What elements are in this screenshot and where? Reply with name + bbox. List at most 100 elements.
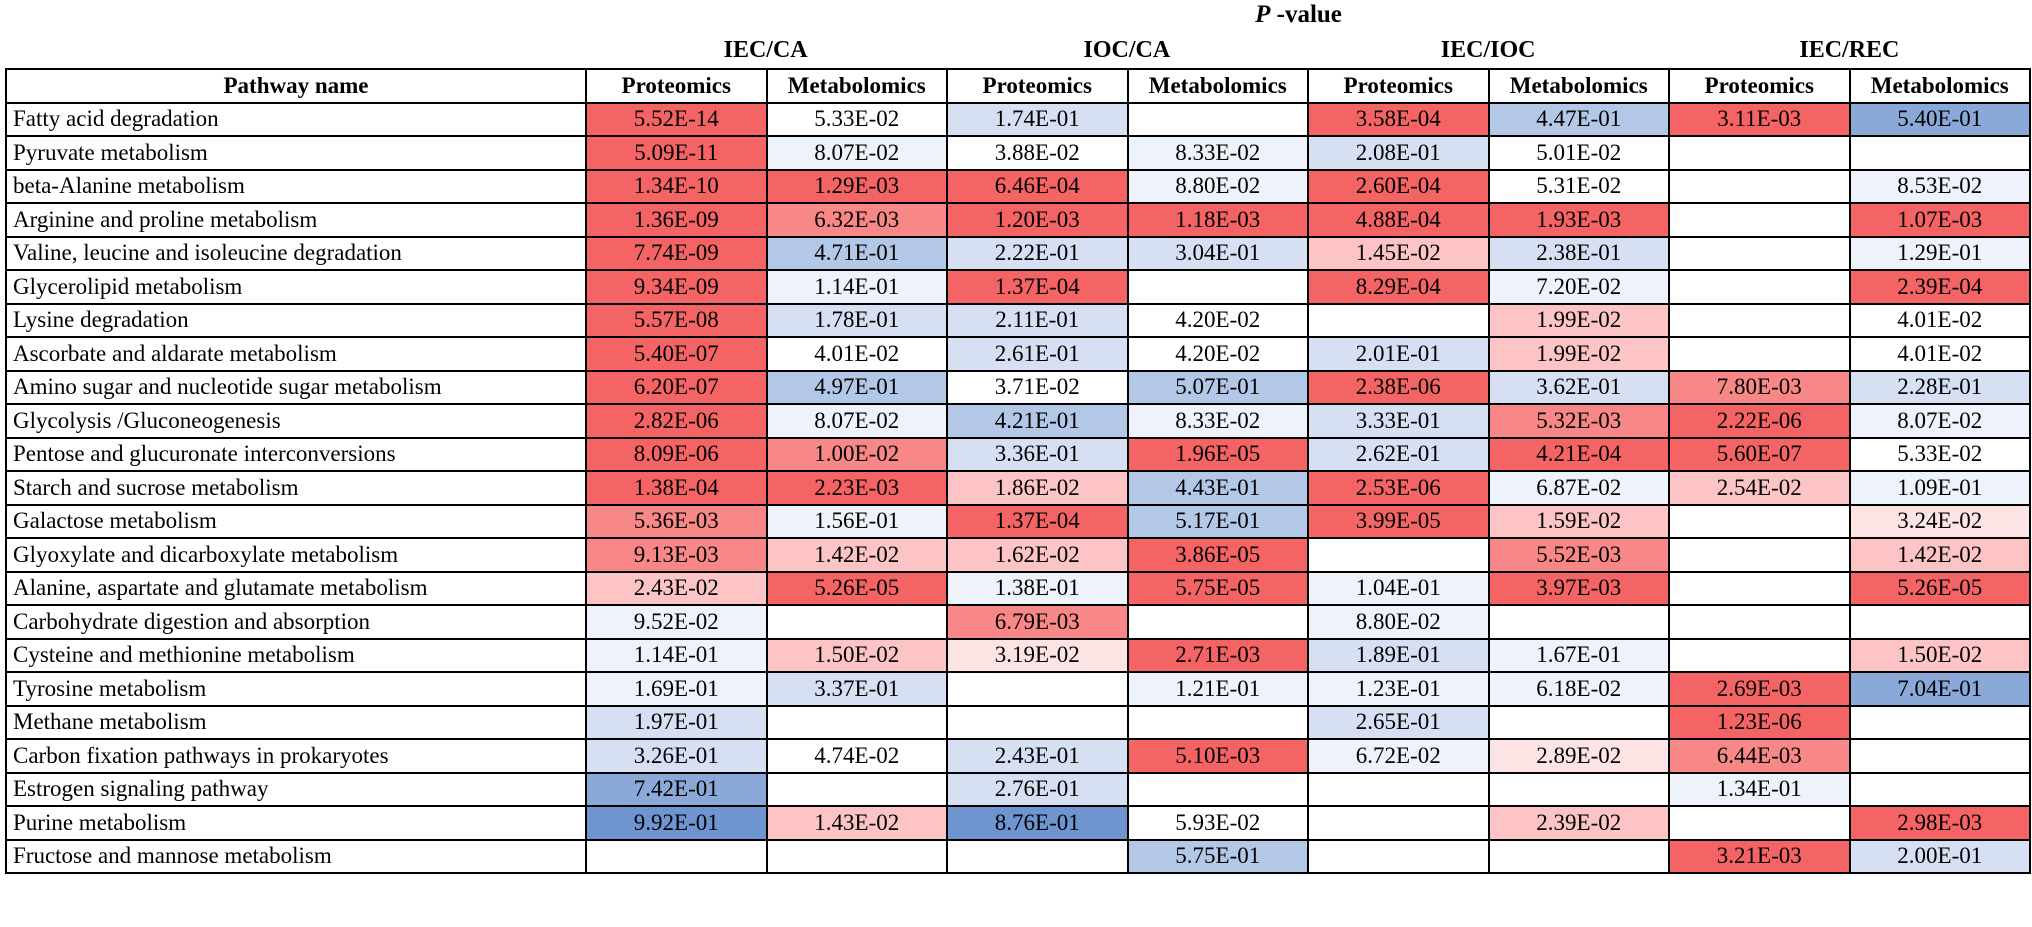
pvalue-cell: 1.37E-04 xyxy=(946,503,1129,539)
pvalue-cell xyxy=(1307,302,1490,338)
pvalue-cell: 6.20E-07 xyxy=(585,369,768,405)
pvalue-cell: 4.97E-01 xyxy=(765,369,948,405)
pvalue-cell xyxy=(1307,537,1490,573)
pvalue-cell xyxy=(765,604,948,640)
pvalue-cell xyxy=(1487,604,1670,640)
pvalue-cell: 5.52E-03 xyxy=(1487,537,1670,573)
pvalue-cell: 2.38E-06 xyxy=(1307,369,1490,405)
pvalue-cell: 8.33E-02 xyxy=(1126,135,1309,171)
pvalue-cell: 4.43E-01 xyxy=(1126,470,1309,506)
table-header-row: Pathway name Proteomics Metabolomics Pro… xyxy=(5,68,2031,104)
pvalue-cell: 2.00E-01 xyxy=(1848,838,2031,874)
pvalue-cell: 8.53E-02 xyxy=(1848,168,2031,204)
header-iec-ca-metabolomics: Metabolomics xyxy=(765,68,948,104)
pathway-name-cell: Carbohydrate digestion and absorption xyxy=(5,604,587,640)
header-iec-ca-proteomics: Proteomics xyxy=(585,68,768,104)
pvalue-cell: 7.74E-09 xyxy=(585,235,768,271)
pvalue-cell: 3.26E-01 xyxy=(585,738,768,774)
pvalue-cell: 2.28E-01 xyxy=(1848,369,2031,405)
pvalue-cell: 1.21E-01 xyxy=(1126,671,1309,707)
pvalue-cell: 1.29E-03 xyxy=(765,168,948,204)
pathway-name-cell: Lysine degradation xyxy=(5,302,587,338)
table-row: Fructose and mannose metabolism 5.75E-01 3… xyxy=(5,838,2031,874)
pvalue-cell: 3.04E-01 xyxy=(1126,235,1309,271)
pvalue-cell: 5.31E-02 xyxy=(1487,168,1670,204)
pvalue-cell: 4.71E-01 xyxy=(765,235,948,271)
pvalue-cell xyxy=(946,838,1129,874)
pvalue-cell: 2.60E-04 xyxy=(1307,168,1490,204)
table-row: Galactose metabolism 5.36E-03 1.56E-01 1.37… xyxy=(5,503,2031,539)
pvalue-cell xyxy=(1126,101,1309,137)
pvalue-cell xyxy=(946,671,1129,707)
header-ioc-ca-proteomics: Proteomics xyxy=(946,68,1129,104)
pathway-name-cell: Galactose metabolism xyxy=(5,503,587,539)
pvalue-cell: 1.69E-01 xyxy=(585,671,768,707)
pathway-name-cell: Pentose and glucuronate interconversions xyxy=(5,436,587,472)
pvalue-cell: 2.43E-02 xyxy=(585,570,768,606)
pvalue-cell: 7.42E-01 xyxy=(585,771,768,807)
pvalue-cell: 3.86E-05 xyxy=(1126,537,1309,573)
pvalue-cell: 3.88E-02 xyxy=(946,135,1129,171)
pvalue-cell: 6.32E-03 xyxy=(765,202,948,238)
header-ioc-ca-metabolomics: Metabolomics xyxy=(1126,68,1309,104)
pvalue-cell: 1.99E-02 xyxy=(1487,336,1670,372)
pvalue-cell: 3.58E-04 xyxy=(1307,101,1490,137)
group-label-iec-rec: IEC/REC xyxy=(1799,37,1900,63)
pvalue-cell: 2.69E-03 xyxy=(1668,671,1851,707)
header-iec-rec-metabolomics: Metabolomics xyxy=(1848,68,2031,104)
pvalue-cell: 1.89E-01 xyxy=(1307,637,1490,673)
pvalue-cell: 8.07E-02 xyxy=(765,135,948,171)
table-row: Lysine degradation 5.57E-08 1.78E-01 2.11E-… xyxy=(5,302,2031,338)
pvalue-cell xyxy=(1487,704,1670,740)
pvalue-cell: 1.93E-03 xyxy=(1487,202,1670,238)
pvalue-cell: 1.36E-09 xyxy=(585,202,768,238)
pvalue-title-suffix: -value xyxy=(1270,1,1342,28)
pvalue-cell: 1.67E-01 xyxy=(1487,637,1670,673)
pvalue-cell xyxy=(1668,637,1851,673)
table-row: Pentose and glucuronate interconversions… xyxy=(5,436,2031,472)
pvalue-cell: 3.11E-03 xyxy=(1668,101,1851,137)
pvalue-cell xyxy=(1668,805,1851,841)
table-body: Fatty acid degradation 5.52E-14 5.33E-02 1.… xyxy=(5,101,2031,874)
pvalue-cell: 3.99E-05 xyxy=(1307,503,1490,539)
pvalue-cell xyxy=(1307,838,1490,874)
pvalue-cell: 4.47E-01 xyxy=(1487,101,1670,137)
pvalue-cell xyxy=(1848,738,2031,774)
pvalue-cell: 9.34E-09 xyxy=(585,269,768,305)
pathway-name-cell: Alanine, aspartate and glutamate metabol… xyxy=(5,570,587,606)
pvalue-cell xyxy=(1668,302,1851,338)
group-label-iec-ioc: IEC/IOC xyxy=(1440,37,1536,63)
pvalue-cell: 5.09E-11 xyxy=(585,135,768,171)
pvalue-cell: 6.72E-02 xyxy=(1307,738,1490,774)
pvalue-cell xyxy=(1668,503,1851,539)
pvalue-cell xyxy=(765,771,948,807)
pvalue-cell: 2.22E-01 xyxy=(946,235,1129,271)
pvalue-cell: 1.38E-01 xyxy=(946,570,1129,606)
pvalue-cell xyxy=(1126,704,1309,740)
pvalue-cell: 1.50E-02 xyxy=(1848,637,2031,673)
pvalue-cell xyxy=(1668,168,1851,204)
pvalue-cell: 1.09E-01 xyxy=(1848,470,2031,506)
table-row: Estrogen signaling pathway 7.42E-01 2.76E-… xyxy=(5,771,2031,807)
pvalue-cell: 5.75E-05 xyxy=(1126,570,1309,606)
pvalue-cell: 1.07E-03 xyxy=(1848,202,2031,238)
table-row: Methane metabolism 1.97E-01 2.65E-01 1.23E-… xyxy=(5,704,2031,740)
pathway-name-cell: Ascorbate and aldarate metabolism xyxy=(5,336,587,372)
table-row: Cysteine and methionine metabolism 1.14E-… xyxy=(5,637,2031,673)
table-row: Amino sugar and nucleotide sugar metabol… xyxy=(5,369,2031,405)
table-row: Starch and sucrose metabolism 1.38E-04 2.2… xyxy=(5,470,2031,506)
pvalue-cell: 1.42E-02 xyxy=(1848,537,2031,573)
pvalue-cell: 1.14E-01 xyxy=(585,637,768,673)
pvalue-cell xyxy=(1487,771,1670,807)
pvalue-cell: 2.11E-01 xyxy=(946,302,1129,338)
table-row: beta-Alanine metabolism 1.34E-10 1.29E-03 6… xyxy=(5,168,2031,204)
pathway-name-cell: Glycolysis /Gluconeogenesis xyxy=(5,403,587,439)
table-row: Glycerolipid metabolism 9.34E-09 1.14E-01 1… xyxy=(5,269,2031,305)
pvalue-cell: 5.40E-07 xyxy=(585,336,768,372)
group-label-ioc-ca: IOC/CA xyxy=(1083,37,1171,63)
pvalue-cell: 2.65E-01 xyxy=(1307,704,1490,740)
pathway-name-cell: Valine, leucine and isoleucine degradati… xyxy=(5,235,587,271)
pvalue-cell: 4.01E-02 xyxy=(765,336,948,372)
table-row: Alanine, aspartate and glutamate metabol… xyxy=(5,570,2031,606)
table-row: Fatty acid degradation 5.52E-14 5.33E-02 1.… xyxy=(5,101,2031,137)
